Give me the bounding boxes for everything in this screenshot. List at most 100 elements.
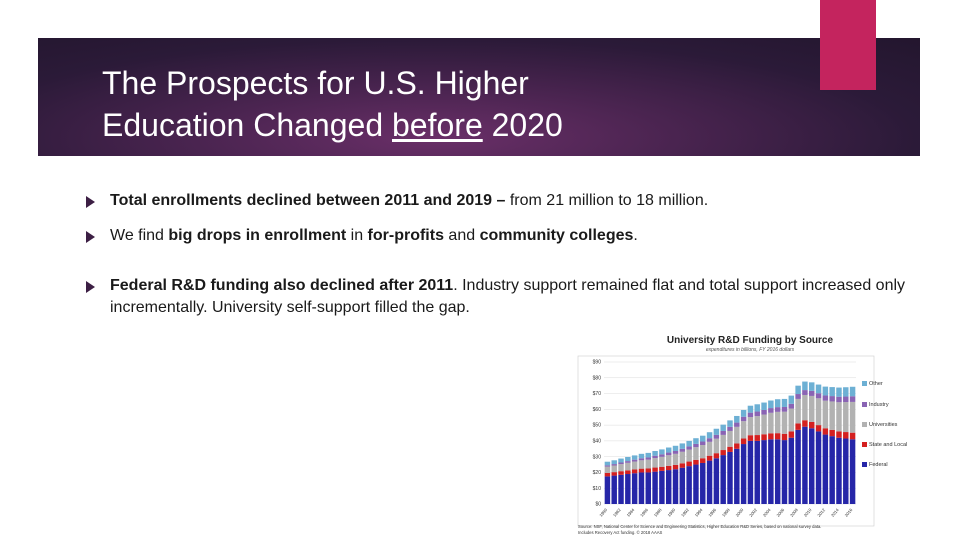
bar-segment-universities <box>768 412 774 434</box>
bar-segment-state-and-local <box>713 453 720 459</box>
bar-segment-federal <box>802 426 808 504</box>
x-tick-label: 1986 <box>639 507 649 518</box>
bar-segment-other <box>761 402 767 410</box>
x-tick-label: 2016 <box>844 507 854 518</box>
bullet-text-run: . Industry support remained flat and tot… <box>110 277 906 316</box>
bar-segment-state-and-local <box>638 468 645 473</box>
bar-segment-other <box>747 405 754 413</box>
bar-segment-federal <box>754 440 760 504</box>
bar-segment-federal <box>638 472 645 504</box>
bar-segment-industry <box>652 455 658 459</box>
bar-segment-state-and-local <box>829 429 835 437</box>
bar-segment-industry <box>713 434 720 439</box>
bar-segment-industry <box>768 408 774 413</box>
bar-segment-other <box>631 455 638 460</box>
y-tick-label: $40 <box>593 438 602 444</box>
bar-segment-universities <box>693 447 699 460</box>
x-tick-label: 2014 <box>830 507 840 518</box>
y-tick-label: $70 <box>593 391 602 397</box>
bar-segment-industry <box>822 395 829 401</box>
x-tick-label: 1984 <box>626 507 636 518</box>
bar-segment-other <box>638 453 645 459</box>
bar-segment-federal <box>768 439 774 504</box>
bar-segment-federal <box>734 448 740 504</box>
bar-segment-industry <box>761 409 767 415</box>
title-band <box>38 38 920 156</box>
bar-segment-state-and-local <box>631 469 638 474</box>
bullet-arrow-icon <box>86 281 95 293</box>
bar-segment-other <box>795 385 801 395</box>
x-tick-label: 2012 <box>816 507 826 518</box>
bar-segment-industry <box>706 438 713 442</box>
bar-segment-universities <box>665 455 672 466</box>
x-tick-label: 2004 <box>762 507 772 518</box>
bar-segment-state-and-local <box>836 431 842 438</box>
bar-segment-other <box>693 438 699 444</box>
bar-segment-other <box>836 387 842 397</box>
x-tick-label: 2010 <box>803 507 813 518</box>
bar-segment-industry <box>679 448 686 452</box>
bar-segment-industry <box>638 458 645 461</box>
x-tick-label: 1996 <box>707 507 717 518</box>
bar-segment-federal <box>836 437 842 504</box>
bar-segment-universities <box>809 395 815 422</box>
bar-segment-industry <box>665 452 672 456</box>
legend-label: Federal <box>869 462 888 468</box>
bullet-text: Total enrollments declined between 2011 … <box>110 192 708 209</box>
bar-stacks <box>604 381 856 504</box>
bar-segment-state-and-local <box>815 425 822 432</box>
bar-segment-other <box>843 387 849 397</box>
bar-segment-other <box>665 447 672 453</box>
bar-segment-universities <box>734 426 740 444</box>
bar-segment-state-and-local <box>849 432 856 440</box>
bullet-item: Total enrollments declined between 2011 … <box>86 190 906 212</box>
y-tick-label: $30 <box>593 454 602 460</box>
bar-segment-universities <box>672 453 679 465</box>
legend-swatch <box>862 381 867 386</box>
bar-segment-universities <box>638 460 645 469</box>
bullet-text-run: and <box>443 227 480 244</box>
bar-segment-state-and-local <box>652 467 658 472</box>
legend-label: Industry <box>869 402 889 408</box>
bullet-text-run: in <box>346 227 368 244</box>
y-tick-label: $0 <box>595 502 601 508</box>
bar-segment-state-and-local <box>788 431 795 438</box>
bar-segment-other <box>679 443 686 449</box>
bar-segment-other <box>611 460 617 465</box>
bar-segment-state-and-local <box>843 432 849 439</box>
bar-segment-universities <box>781 411 788 434</box>
title-line-1: The Prospects for U.S. Higher <box>102 65 529 101</box>
legend-swatch <box>862 462 867 467</box>
bullet-arrow-icon <box>86 196 95 208</box>
bar-segment-federal <box>604 476 611 504</box>
bar-segment-other <box>774 399 781 408</box>
bar-segment-other <box>822 386 829 396</box>
title-underlined-word: before <box>392 107 483 143</box>
bar-segment-other <box>727 420 733 427</box>
slide-title: The Prospects for U.S. Higher Education … <box>102 62 802 146</box>
bar-segment-other <box>734 415 740 423</box>
bar-segment-industry <box>631 459 638 462</box>
bar-segment-other <box>652 450 658 456</box>
x-tick-label: 1998 <box>721 507 731 518</box>
bar-segment-universities <box>843 402 849 433</box>
bar-segment-federal <box>618 474 624 504</box>
bar-segment-industry <box>836 396 842 403</box>
y-tick-labels: $0 $10 $20 $30 $40 $50 $60 $70 $80 $90 <box>593 360 602 508</box>
bullet-bold-run: Total enrollments declined between 2011 … <box>110 192 510 209</box>
bar-segment-federal <box>843 438 849 504</box>
bar-segment-federal <box>686 466 692 504</box>
bar-segment-universities <box>829 401 835 430</box>
bar-segment-other <box>659 449 665 455</box>
bullet-text-run: We find <box>110 227 169 244</box>
bar-segment-federal <box>761 440 767 504</box>
bar-segment-other <box>802 381 808 391</box>
legend-label: State and Local <box>869 442 907 448</box>
bar-segment-industry <box>693 443 699 448</box>
bar-segment-universities <box>720 434 726 451</box>
bar-segment-state-and-local <box>802 420 808 427</box>
bar-segment-federal <box>727 451 733 504</box>
bar-segment-other <box>754 404 760 412</box>
bar-segment-federal <box>652 471 658 504</box>
y-tick-label: $50 <box>593 423 602 429</box>
